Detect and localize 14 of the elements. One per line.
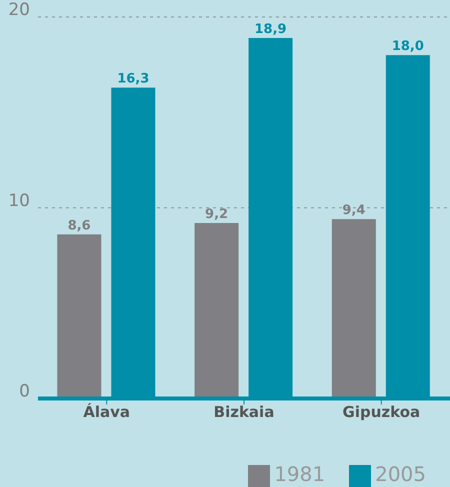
- y-tick-label: 20: [8, 0, 30, 20]
- legend-label: 1981: [274, 462, 326, 486]
- data-label: 18,0: [392, 39, 424, 54]
- x-tick-label: Gipuzkoa: [342, 403, 420, 422]
- x-tick-label: Bizkaia: [214, 403, 274, 422]
- x-tick-label: Álava: [83, 403, 130, 422]
- y-tick-label: 10: [8, 190, 30, 211]
- data-label: 18,9: [254, 22, 287, 37]
- data-label: 9,4: [342, 203, 366, 218]
- legend-label: 2005: [375, 462, 426, 486]
- data-label: 9,2: [205, 206, 228, 222]
- data-label: 8,6: [68, 218, 91, 234]
- y-tick-label: 0: [19, 382, 30, 402]
- data-label: 16,3: [117, 72, 150, 87]
